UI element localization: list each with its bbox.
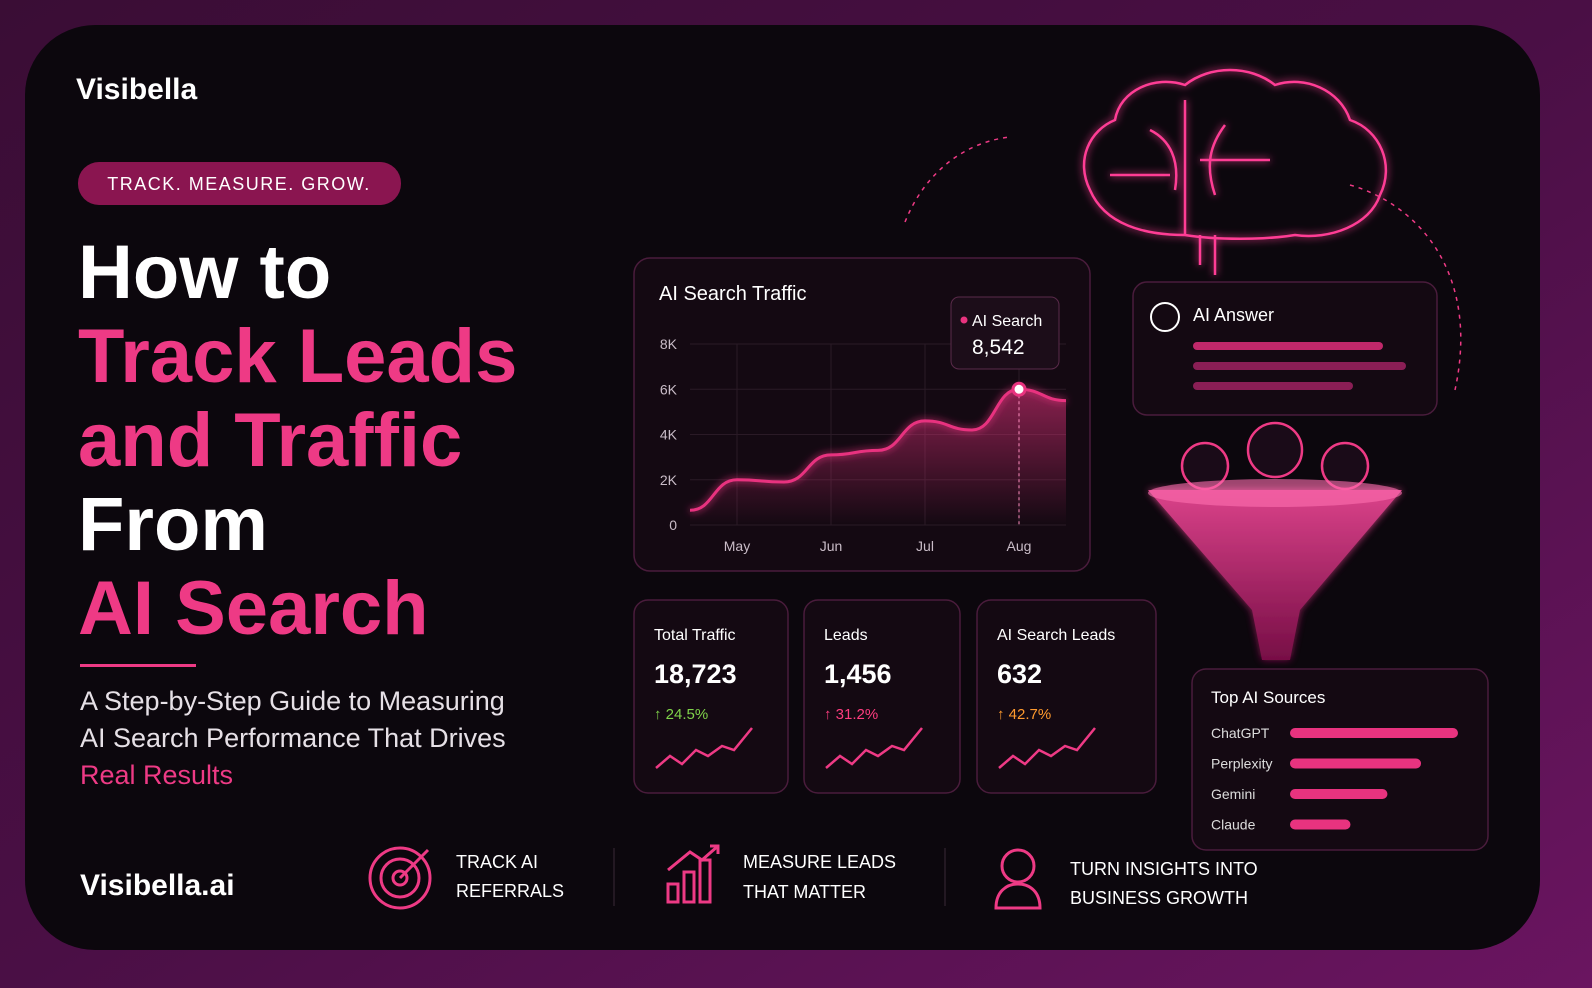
- y-tick-label: 2K: [660, 472, 678, 488]
- x-tick-label: May: [724, 538, 750, 554]
- headline: AI Search: [78, 566, 429, 651]
- kpi-cards: Total Traffic 18,723 ↑ 24.5% Leads 1,456 ↑ 31…: [633, 599, 1157, 794]
- kpi-card: [803, 599, 961, 794]
- bar: [1290, 728, 1458, 738]
- x-tick-label: Jul: [916, 538, 934, 554]
- kpi-card: [976, 599, 1157, 794]
- headline: and Traffic: [78, 398, 462, 483]
- text-placeholder: [1193, 362, 1406, 370]
- chart-title: AI Search Traffic: [659, 283, 806, 305]
- feature-text: THAT MATTER: [743, 882, 866, 902]
- divider: [80, 664, 196, 667]
- text-placeholder: [1193, 342, 1383, 350]
- kpi-change: ↑ 31.2%: [824, 706, 878, 723]
- subtitle: AI Search Performance That Drives: [80, 723, 506, 753]
- kpi-change: ↑ 42.7%: [997, 706, 1051, 723]
- y-tick-label: 8K: [660, 336, 678, 352]
- ai-answer-title: AI Answer: [1193, 305, 1274, 325]
- highlight-point: [1011, 381, 1027, 397]
- tagline-pill: [78, 162, 401, 205]
- text-placeholder: [1193, 382, 1353, 390]
- bar: [1290, 758, 1422, 769]
- brain-icon: [1082, 68, 1388, 275]
- sources-title: Top AI Sources: [1211, 688, 1325, 707]
- ai-logo: [1150, 302, 1180, 332]
- sources-chart: ChatGPT Perplexity Gemini Claude: [1211, 725, 1458, 833]
- traffic-chart: 0 2K 4K 6K 8K May Jun Jul Aug AI Search 8,542: [660, 296, 1067, 554]
- sparkline: [655, 727, 753, 769]
- orbit-lines: [904, 136, 1462, 391]
- headline: From: [78, 482, 268, 567]
- bar: [1290, 819, 1351, 830]
- y-tick-label: 6K: [660, 381, 678, 397]
- tooltip-value: 8,542: [972, 336, 1025, 359]
- funnel: [1148, 490, 1402, 660]
- subtitle: A Step-by-Step Guide to Measuring: [80, 686, 505, 716]
- line: [689, 387, 1067, 512]
- kpi-label: Total Traffic: [654, 627, 736, 644]
- y-tick-label: 0: [669, 517, 677, 533]
- kpi-value: 1,456: [824, 659, 892, 689]
- tooltip: [950, 296, 1060, 370]
- tooltip-name: AI Search: [972, 313, 1042, 330]
- area: [690, 389, 1066, 525]
- feature-icons: [368, 844, 1042, 910]
- sparkline: [998, 727, 1096, 769]
- bar: [1290, 789, 1388, 799]
- headline: How to: [78, 230, 331, 315]
- source-label: Gemini: [1211, 786, 1255, 802]
- y-tick-label: 4K: [660, 427, 678, 443]
- tooltip-dot: [960, 316, 968, 324]
- kpi-value: 632: [997, 659, 1042, 689]
- tagline: TRACK. MEASURE. GROW.: [107, 174, 371, 194]
- feature-text: TURN INSIGHTS INTO: [1070, 859, 1258, 879]
- feature-text: MEASURE LEADS: [743, 852, 896, 872]
- funnel-top: [1148, 479, 1402, 507]
- kpi-label: Leads: [824, 627, 868, 644]
- source-label: Perplexity: [1211, 756, 1272, 772]
- kpi-card: [633, 599, 789, 794]
- source-label: ChatGPT: [1211, 725, 1270, 741]
- subtitle-highlight: Real Results: [80, 760, 233, 790]
- kpi-label: AI Search Leads: [997, 627, 1115, 644]
- website: Visibella.ai: [80, 869, 235, 902]
- feature-text: BUSINESS GROWTH: [1070, 888, 1248, 908]
- x-tick-label: Jun: [820, 538, 843, 554]
- headline: Track Leads: [78, 314, 517, 399]
- x-tick-label: Aug: [1007, 538, 1032, 554]
- brand: Visibella: [76, 73, 198, 106]
- sparkline: [825, 727, 923, 769]
- source-label: Claude: [1211, 817, 1256, 833]
- kpi-change: ↑ 24.5%: [654, 706, 708, 723]
- feature-text: TRACK AI: [456, 852, 538, 872]
- people-icons: [1180, 421, 1370, 491]
- kpi-value: 18,723: [654, 659, 737, 689]
- feature-text: REFERRALS: [456, 881, 564, 901]
